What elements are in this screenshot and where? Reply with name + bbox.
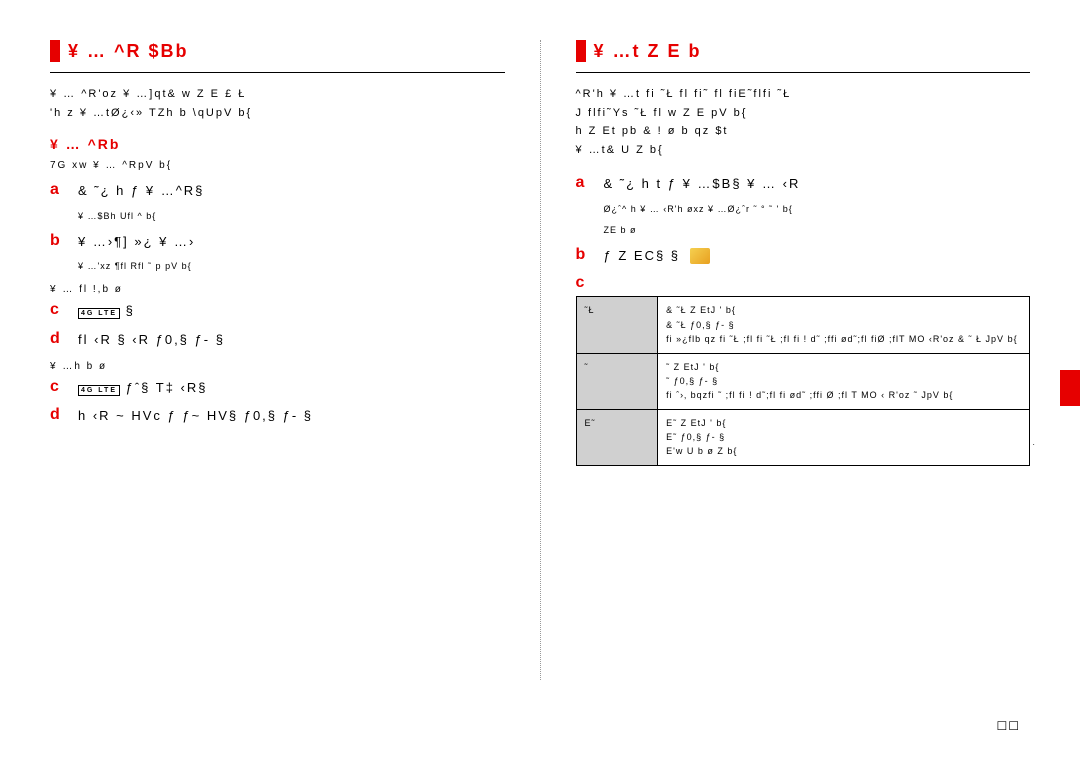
step-d2-text: h ‹R ~ HVc ƒ ƒ~ HV§ ƒ0,§ ƒ- § — [78, 406, 505, 427]
right-step-a: a & ˜¿ h t ƒ ¥ …$B§ ¥ … ‹R — [576, 174, 1031, 195]
right-divider-line — [576, 72, 1031, 73]
right-step-letter-c: c — [576, 274, 604, 292]
table-row: E˜E˜ Z EtJ ' b{ E˜ ƒ0,§ ƒ- § E'w U b ø Z… — [576, 409, 1030, 465]
table-content-cell: E˜ Z EtJ ' b{ E˜ ƒ0,§ ƒ- § E'w U b ø Z b… — [658, 409, 1030, 465]
step-c2-text-content: ƒˆ§ T‡ ‹R§ — [126, 380, 208, 395]
right-intro-line4: ¥ …t& U Z b{ — [576, 141, 1031, 160]
step-letter-c1: c — [50, 301, 78, 322]
table-label-cell: ˜Ł — [576, 297, 658, 353]
step-d1: d fl ‹R § ‹R ƒ0,§ ƒ- § — [50, 330, 505, 351]
step-b: b ¥ …›¶] »¿ ¥ …› — [50, 232, 505, 253]
step-b-text: ¥ …›¶] »¿ ¥ …› — [78, 232, 505, 253]
right-title: ¥ …t Z E b — [594, 41, 702, 62]
table-content-cell: & ˜Ł Z EtJ ' b{ & ˜Ł ƒ0,§ ƒ- § fi »¿flb … — [658, 297, 1030, 353]
right-intro-line2: J flfi˜Ys ˜Ł fl w Z E pV b{ — [576, 104, 1031, 123]
right-step-letter-b: b — [576, 246, 604, 267]
step-letter-b: b — [50, 232, 78, 253]
step-a-note: ¥ …$Bh Ufl ^ b{ — [78, 210, 505, 224]
table-row: ˜Ł& ˜Ł Z EtJ ' b{ & ˜Ł ƒ0,§ ƒ- § fi »¿fl… — [576, 297, 1030, 353]
right-step-a-note2: ZE b ø — [604, 224, 1031, 238]
left-divider-line — [50, 72, 505, 73]
right-column: ¥ …t Z E b ^R'h ¥ …t fi ˜Ł fl fi˜ fl fiE… — [576, 40, 1031, 680]
step-b-note: ¥ …'xz ¶fl Rfl ˜ p pV b{ — [78, 260, 505, 274]
right-step-a-text: & ˜¿ h t ƒ ¥ …$B§ ¥ … ‹R — [604, 174, 1031, 195]
side-dot: · — [1032, 440, 1035, 449]
left-title: ¥ … ^R $Bb — [68, 41, 189, 62]
edge-tab — [1060, 370, 1080, 406]
right-step-b-text-main: ƒ Z EC§ § — [604, 248, 681, 263]
table-content-cell: ˜ Z EtJ ' b{ ˜ ƒ0,§ ƒ- § fi ˆ›‚ bqzfi ˜ … — [658, 353, 1030, 409]
step-letter-c2: c — [50, 378, 78, 399]
right-step-c: c — [576, 274, 1031, 292]
right-section-header: ¥ …t Z E b — [576, 40, 1031, 62]
left-intro-line2: 'h z ¥ …tØ¿‹» TZh b \qUpV b{ — [50, 104, 505, 123]
right-step-a-note1: Ø¿ˆ^ h ¥ … ‹R'h øxz ¥ …Ø¿ˆr ˜ ° ˜ ' b{ — [604, 203, 1031, 217]
step-c2: c 4G LTE ƒˆ§ T‡ ‹R§ — [50, 378, 505, 399]
step-c1-text: 4G LTE § — [78, 301, 505, 322]
step-d1-text: fl ‹R § ‹R ƒ0,§ ƒ- § — [78, 330, 505, 351]
left-section-header: ¥ … ^R $Bb — [50, 40, 505, 62]
right-step-b: b ƒ Z EC§ § — [576, 246, 1031, 267]
right-intro: ^R'h ¥ …t fi ˜Ł fl fi˜ fl fiE˜flfi ˜Ł J … — [576, 85, 1031, 160]
badge-4glte-2: 4G LTE — [78, 385, 120, 396]
header-red-bar-right — [576, 40, 586, 62]
variant1-label: ¥ … fl !,b ø — [50, 284, 505, 295]
step-a: a & ˜¿ h ƒ ¥ …^R§ — [50, 181, 505, 202]
table-row: ˜˜ Z EtJ ' b{ ˜ ƒ0,§ ƒ- § fi ˆ›‚ bqzfi ˜… — [576, 353, 1030, 409]
step-a-text: & ˜¿ h ƒ ¥ …^R§ — [78, 181, 505, 202]
badge-4glte-1: 4G LTE — [78, 308, 120, 319]
variant2-label: ¥ …h b ø — [50, 361, 505, 372]
header-red-bar — [50, 40, 60, 62]
right-step-letter-a: a — [576, 174, 604, 195]
step-letter-a: a — [50, 181, 78, 202]
left-sub-intro: 7G xw ¥ … ^RpV b{ — [50, 160, 505, 171]
step-c1-text-content: § — [126, 303, 135, 318]
left-column: ¥ … ^R $Bb ¥ … ^R'oz ¥ …]qt& w Z E £ Ł '… — [50, 40, 505, 680]
step-letter-d2: d — [50, 406, 78, 427]
left-intro: ¥ … ^R'oz ¥ …]qt& w Z E £ Ł 'h z ¥ …tØ¿‹… — [50, 85, 505, 122]
page-number: ☐☐ — [996, 719, 1020, 733]
attribute-table: ˜Ł& ˜Ł Z EtJ ' b{ & ˜Ł ƒ0,§ ƒ- § fi »¿fl… — [576, 296, 1031, 466]
page-container: ¥ … ^R $Bb ¥ … ^R'oz ¥ …]qt& w Z E £ Ł '… — [50, 40, 1030, 680]
notification-icon — [690, 248, 710, 264]
left-intro-line1: ¥ … ^R'oz ¥ …]qt& w Z E £ Ł — [50, 85, 505, 104]
table-label-cell: E˜ — [576, 409, 658, 465]
right-intro-line1: ^R'h ¥ …t fi ˜Ł fl fi˜ fl fiE˜flfi ˜Ł — [576, 85, 1031, 104]
step-letter-d1: d — [50, 330, 78, 351]
column-divider — [540, 40, 541, 680]
right-intro-line3: h Z Et pb & ! ø b qz $t — [576, 122, 1031, 141]
table-label-cell: ˜ — [576, 353, 658, 409]
step-c2-text: 4G LTE ƒˆ§ T‡ ‹R§ — [78, 378, 505, 399]
right-step-b-text: ƒ Z EC§ § — [604, 246, 1031, 267]
right-step-c-text — [604, 274, 1031, 292]
step-c1: c 4G LTE § — [50, 301, 505, 322]
step-d2: d h ‹R ~ HVc ƒ ƒ~ HV§ ƒ0,§ ƒ- § — [50, 406, 505, 427]
left-sub-title: ¥ … ^Rb — [50, 136, 505, 152]
